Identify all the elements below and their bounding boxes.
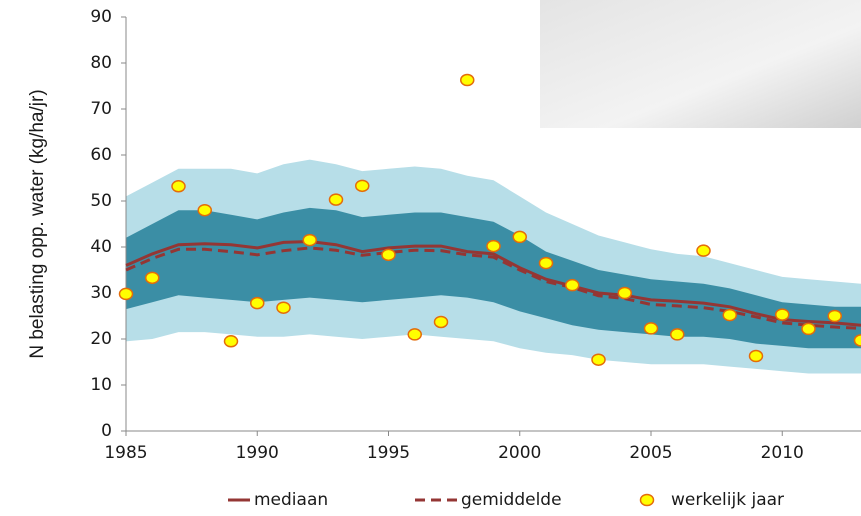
series-line bbox=[125, 239, 861, 327]
y-tick-label: 30 bbox=[90, 283, 112, 303]
data-point bbox=[827, 309, 842, 323]
data-point bbox=[355, 179, 370, 193]
data-point bbox=[145, 271, 160, 285]
y-tick-label: 60 bbox=[90, 145, 112, 165]
data-point bbox=[538, 256, 554, 270]
data-point bbox=[328, 193, 344, 206]
data-point bbox=[775, 308, 790, 321]
data-point bbox=[118, 287, 134, 301]
data-point bbox=[670, 328, 685, 341]
data-point bbox=[722, 308, 737, 322]
data-point bbox=[591, 353, 606, 366]
data-point bbox=[171, 180, 186, 193]
y-tick-label: 50 bbox=[90, 191, 112, 211]
data-point bbox=[853, 334, 861, 347]
x-tick-label: 2005 bbox=[629, 443, 672, 463]
x-tick-label: 1995 bbox=[367, 443, 410, 463]
data-point bbox=[276, 301, 291, 314]
data-point bbox=[302, 233, 317, 247]
y-tick-label: 70 bbox=[90, 99, 112, 119]
x-tick-label: 2000 bbox=[498, 443, 541, 463]
y-tick-label: 90 bbox=[90, 7, 112, 27]
photo-overlay bbox=[540, 0, 861, 128]
legend: mediaan gemiddelde werkelijk jaar bbox=[228, 490, 784, 510]
data-point bbox=[433, 315, 449, 329]
data-point bbox=[460, 73, 475, 87]
data-point bbox=[197, 203, 212, 217]
data-point bbox=[486, 239, 501, 253]
data-point bbox=[565, 278, 580, 292]
data-point bbox=[407, 328, 422, 341]
y-tick-label: 10 bbox=[90, 375, 112, 395]
y-axis-label: N belasting opp. water (kg/ha/jr) bbox=[27, 89, 48, 358]
data-point bbox=[250, 296, 265, 310]
x-tick-label: 2010 bbox=[761, 443, 804, 463]
data-point bbox=[223, 335, 239, 348]
legend-label: werkelijk jaar bbox=[671, 490, 784, 510]
data-point bbox=[381, 248, 396, 262]
data-point bbox=[748, 349, 764, 363]
x-tick-label: 1985 bbox=[104, 443, 147, 463]
y-tick-label: 40 bbox=[90, 237, 112, 257]
data-point bbox=[696, 244, 711, 257]
x-tick-label: 1990 bbox=[236, 443, 279, 463]
legend-marker bbox=[639, 493, 655, 507]
y-tick-label: 80 bbox=[90, 53, 112, 73]
legend-label: gemiddelde bbox=[461, 490, 562, 510]
legend-label: mediaan bbox=[254, 490, 328, 510]
series-line bbox=[125, 246, 861, 330]
plot-area: 0 10 20 30 40 50 60 70 80 90 1985 1990 1995 2000 2005 2… bbox=[90, 7, 861, 463]
data-point bbox=[617, 286, 632, 300]
y-tick-label: 0 bbox=[101, 421, 112, 441]
y-tick-label: 20 bbox=[90, 329, 112, 349]
data-point bbox=[801, 322, 816, 336]
data-point bbox=[512, 230, 527, 244]
data-point bbox=[643, 322, 659, 335]
